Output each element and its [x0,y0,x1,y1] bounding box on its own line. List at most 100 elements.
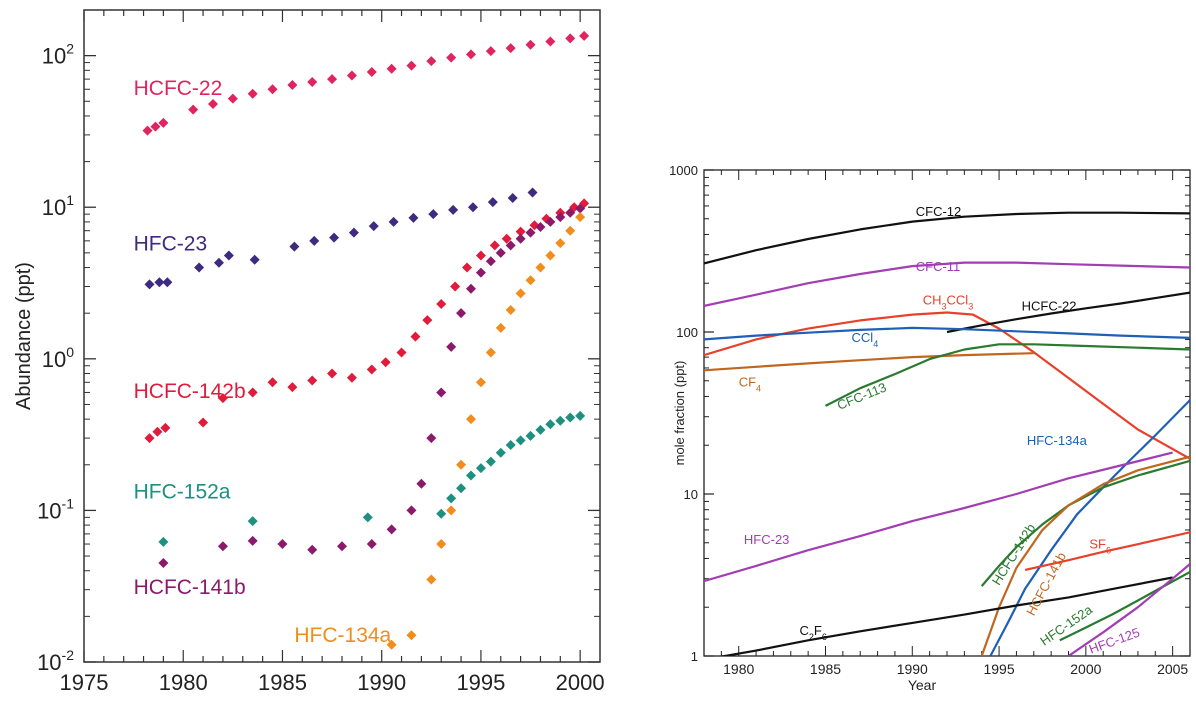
right-series-line-c2f6 [718,576,1173,656]
left-data-point [194,262,205,273]
left-data-point [158,557,169,568]
left-data-point [475,267,486,278]
left-data-point [448,204,459,215]
right-series-label-hfc-134a: HFC-134a [1027,433,1088,448]
right-x-tick-label: 1990 [897,661,928,677]
left-series-label-hfc-152a: HFC-152a [134,480,231,503]
left-series-label-hfc-134a: HFC-134a [294,624,391,647]
left-series-label-hcfc-141b: HCFC-141b [134,576,246,599]
left-data-point [154,277,165,288]
left-data-point [217,541,228,552]
right-series-line-ch3ccl3 [704,311,1190,460]
left-data-point [495,447,506,458]
left-data-point [565,412,576,423]
left-data-point [485,456,496,467]
left-data-point [386,63,397,74]
left-data-point [456,459,467,470]
right-series-line-cfc-12 [704,211,1190,265]
left-y-tick-label: 10-1 [37,495,74,523]
right-series-line-hcfc-141b [980,455,1190,656]
left-data-point [535,424,546,435]
left-data-point [565,207,576,218]
left-data-point [267,84,278,95]
right-series-label-hcfc-141b: HCFC-141b [1023,550,1069,618]
left-x-tick-label: 1980 [159,670,208,695]
left-series-hfc-152a [158,410,586,547]
left-y-tick-label: 100 [42,344,74,372]
left-data-point [287,80,298,91]
left-data-point [555,415,566,426]
right-x-tick-label: 2005 [1157,661,1188,677]
right-series-label-hcfc-142b: HCFC-142b [989,521,1038,588]
left-data-point [249,254,260,265]
left-data-point [388,216,399,227]
left-data-point [525,275,536,286]
left-data-point [160,422,171,433]
left-data-point [198,417,209,428]
left-data-point [575,212,586,223]
left-data-point [223,250,234,261]
left-series-label-hcfc-142b: HCFC-142b [134,380,246,403]
left-data-point [346,372,357,383]
right-series-line-hfc-23 [704,451,1173,583]
right-series-line-hcfc-22 [946,291,1190,334]
left-data-point [555,212,566,223]
right-y-tick-label: 10 [684,487,698,502]
left-data-point [416,478,427,489]
left-data-point [507,193,518,204]
left-data-point [213,257,224,268]
left-data-point [267,377,278,388]
right-series-label-cfc-113: CFC-113 [835,379,889,412]
left-series-label-hcfc-22: HCFC-22 [134,77,223,100]
left-data-point [307,544,318,555]
right-x-tick-label: 1985 [810,661,841,677]
left-data-point [466,470,476,481]
right-x-axis-title: Year [908,677,937,693]
left-data-point [436,539,447,550]
left-data-point [466,283,476,294]
left-data-point [575,410,586,421]
left-y-tick-label: 102 [42,41,74,69]
left-data-point [485,46,496,57]
left-data-point [380,357,391,368]
left-series-hfc-134a [386,212,586,650]
right-series-line-cfc-11 [704,261,1190,307]
left-data-point [158,117,169,128]
left-data-point [217,393,228,404]
left-data-point [368,221,379,232]
left-data-point [426,574,437,585]
right-series-line-hfc-134a [989,399,1190,656]
right-series-label-cfc-11: CFC-11 [916,259,961,274]
right-series-label-c2f6: C2F6 [799,623,826,642]
left-data-point [467,202,478,213]
left-data-point [565,225,576,236]
left-data-point [346,70,357,81]
left-data-point [152,426,163,437]
left-data-point [289,241,300,252]
left-data-point [505,304,516,315]
left-data-point [362,512,373,523]
right-y-tick-label: 100 [676,325,698,340]
left-x-tick-label: 1985 [258,670,307,695]
left-data-point [428,209,439,220]
left-y-tick-label: 10-2 [37,647,74,675]
left-data-point [329,232,340,243]
left-data-point [158,536,169,547]
left-data-point [489,240,500,251]
left-data-point [327,368,338,379]
left-data-point [150,121,161,132]
left-data-point [144,433,155,444]
right-series-line-hcfc-142b [980,459,1190,587]
left-data-point [446,505,457,516]
left-data-point [386,524,397,535]
left-data-point [247,88,258,99]
left-data-point [525,39,536,50]
right-series-label-ch3ccl3: CH3CCl3 [923,292,974,311]
left-data-point [436,298,447,309]
left-data-point [426,56,437,67]
left-data-point [545,250,556,261]
right-y-axis-title: mole fraction (ppt) [672,361,687,466]
right-series-label-hcfc-22: HCFC-22 [1022,298,1077,313]
